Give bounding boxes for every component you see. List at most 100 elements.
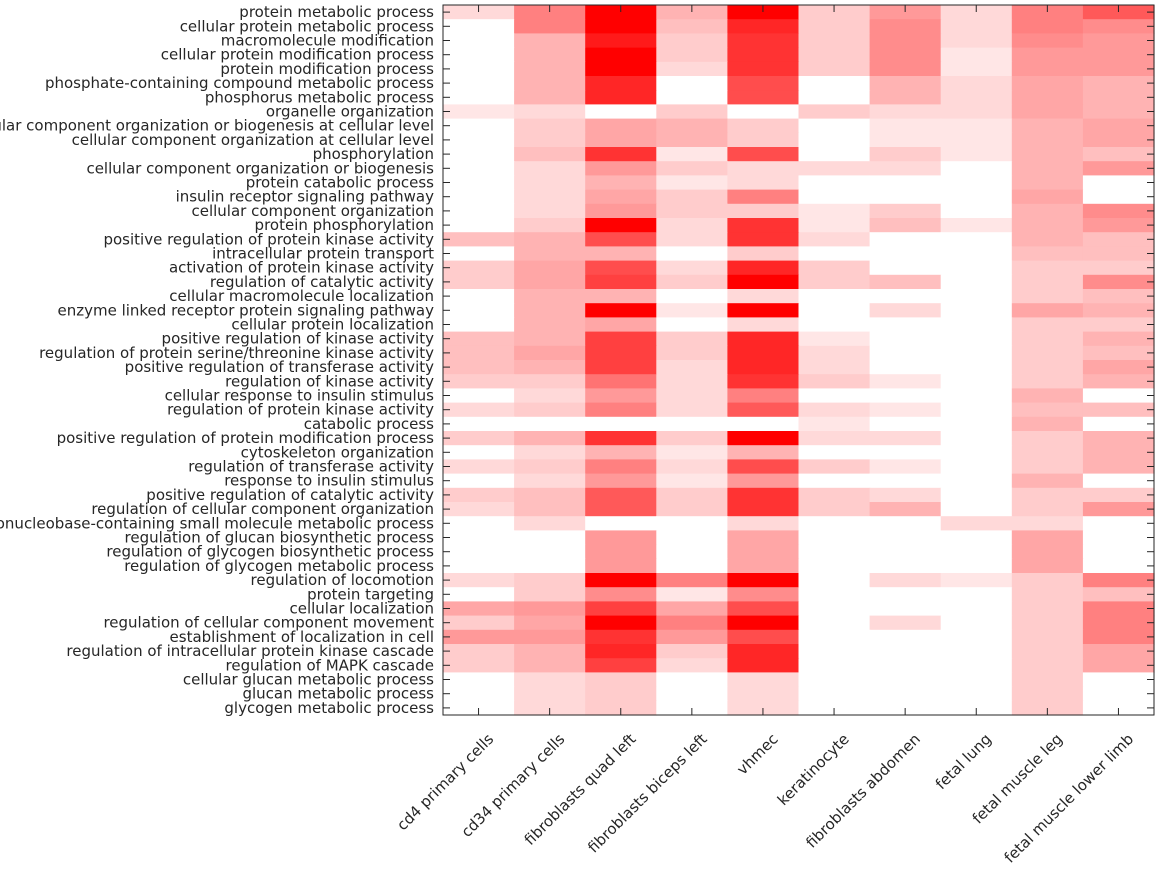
- heatmap-cell: [798, 473, 871, 489]
- heatmap-cell: [798, 487, 871, 503]
- heatmap-cell: [585, 203, 657, 219]
- heatmap-cell: [443, 203, 515, 219]
- y-tick-label: cellular component organization or bioge…: [86, 159, 434, 177]
- heatmap-cell: [656, 147, 728, 162]
- heatmap-cell: [869, 672, 942, 688]
- heatmap-cell: [585, 61, 657, 77]
- heatmap-cell: [798, 274, 871, 290]
- y-tick-label: activation of protein kinase activity: [169, 259, 434, 277]
- heatmap-cell: [727, 203, 800, 219]
- y-tick-label: regulation of catalytic activity: [210, 273, 434, 291]
- heatmap-cell: [798, 189, 871, 205]
- heatmap-cell: [585, 558, 657, 574]
- heatmap-cell: [585, 459, 657, 475]
- y-tick-label: glucan metabolic process: [242, 685, 434, 703]
- heatmap-cell: [514, 644, 586, 659]
- heatmap-cell: [585, 76, 657, 91]
- heatmap-cell: [1082, 5, 1155, 20]
- heatmap-cell: [443, 47, 515, 63]
- x-tick-label: fetal lung: [932, 730, 995, 793]
- heatmap-cell: [585, 161, 657, 176]
- heatmap-cell: [727, 459, 800, 475]
- heatmap-cell: [727, 558, 800, 574]
- heatmap-cell: [940, 601, 1013, 617]
- y-tick-label: positive regulation of kinase activity: [162, 330, 435, 348]
- heatmap-cell: [869, 345, 942, 361]
- heatmap-cell: [727, 5, 800, 20]
- heatmap-cell: [940, 47, 1013, 63]
- heatmap-cell: [1082, 402, 1155, 418]
- y-tick-label: protein metabolic process: [239, 3, 434, 21]
- heatmap-cell: [514, 544, 586, 560]
- heatmap-cell: [869, 90, 942, 105]
- heatmap-cell: [656, 431, 728, 446]
- heatmap-cell: [1011, 76, 1084, 91]
- heatmap-cell: [869, 516, 942, 531]
- heatmap-cell: [1011, 61, 1084, 77]
- heatmap-cell: [514, 147, 586, 162]
- heatmap-cell: [727, 175, 800, 191]
- heatmap-cell: [585, 303, 657, 318]
- y-tick-label: organelle organization: [266, 103, 434, 121]
- y-tick-label: regulation of transferase activity: [188, 458, 434, 476]
- heatmap-cell: [869, 629, 942, 645]
- heatmap-cell: [514, 558, 586, 574]
- heatmap-cell: [727, 431, 800, 446]
- heatmap-cell: [727, 76, 800, 91]
- heatmap-cell: [1082, 303, 1155, 318]
- heatmap-cell: [1082, 445, 1155, 460]
- heatmap-cell: [940, 132, 1013, 148]
- heatmap-cell: [798, 629, 871, 645]
- heatmap-cell: [443, 246, 515, 262]
- heatmap-cell: [869, 658, 942, 673]
- y-tick-label: glycogen metabolic process: [224, 699, 434, 717]
- heatmap-cell: [656, 360, 728, 375]
- heatmap-cell: [940, 502, 1013, 517]
- heatmap-cell: [940, 615, 1013, 631]
- heatmap-cell: [656, 47, 728, 63]
- heatmap-cell: [798, 147, 871, 162]
- heatmap-cell: [798, 232, 871, 247]
- heatmap-cell: [443, 615, 515, 631]
- heatmap-cell: [443, 644, 515, 659]
- y-tick-label: ribonucleobase-containing small molecule…: [0, 514, 434, 532]
- heatmap-cell: [1011, 544, 1084, 560]
- heatmap-cell: [514, 189, 586, 205]
- heatmap-cell: [1011, 644, 1084, 659]
- heatmap-cell: [798, 530, 871, 546]
- heatmap-cell: [1082, 76, 1155, 91]
- heatmap-cell: [1011, 203, 1084, 219]
- heatmap-cells: [443, 5, 1155, 716]
- heatmap-cell: [1082, 189, 1155, 205]
- heatmap-cell: [585, 416, 657, 432]
- heatmap-cell: [514, 260, 586, 276]
- heatmap-cell: [940, 416, 1013, 432]
- heatmap-cell: [1011, 402, 1084, 418]
- heatmap-cell: [514, 289, 586, 304]
- heatmap-cell: [443, 175, 515, 191]
- heatmap-cell: [656, 90, 728, 105]
- heatmap-cell: [443, 147, 515, 162]
- heatmap-cell: [1082, 289, 1155, 304]
- heatmap-cell: [1082, 47, 1155, 63]
- heatmap-cell: [727, 402, 800, 418]
- heatmap-cell: [1011, 487, 1084, 503]
- heatmap-cell: [798, 544, 871, 560]
- heatmap-cell: [656, 487, 728, 503]
- heatmap-cell: [727, 374, 800, 389]
- heatmap-cell: [1082, 61, 1155, 77]
- heatmap-cell: [869, 47, 942, 63]
- heatmap-cell: [869, 374, 942, 389]
- heatmap-cell: [727, 289, 800, 304]
- y-tick-label: regulation of glycogen metabolic process: [124, 557, 434, 575]
- heatmap-cell: [1011, 459, 1084, 475]
- heatmap-cell: [940, 218, 1013, 233]
- heatmap-cell: [514, 672, 586, 688]
- heatmap-cell: [585, 530, 657, 546]
- heatmap-cell: [1011, 658, 1084, 673]
- heatmap-cell: [443, 573, 515, 588]
- heatmap-cell: [585, 573, 657, 588]
- heatmap-cell: [585, 47, 657, 63]
- heatmap-cell: [869, 601, 942, 617]
- heatmap-cell: [656, 402, 728, 418]
